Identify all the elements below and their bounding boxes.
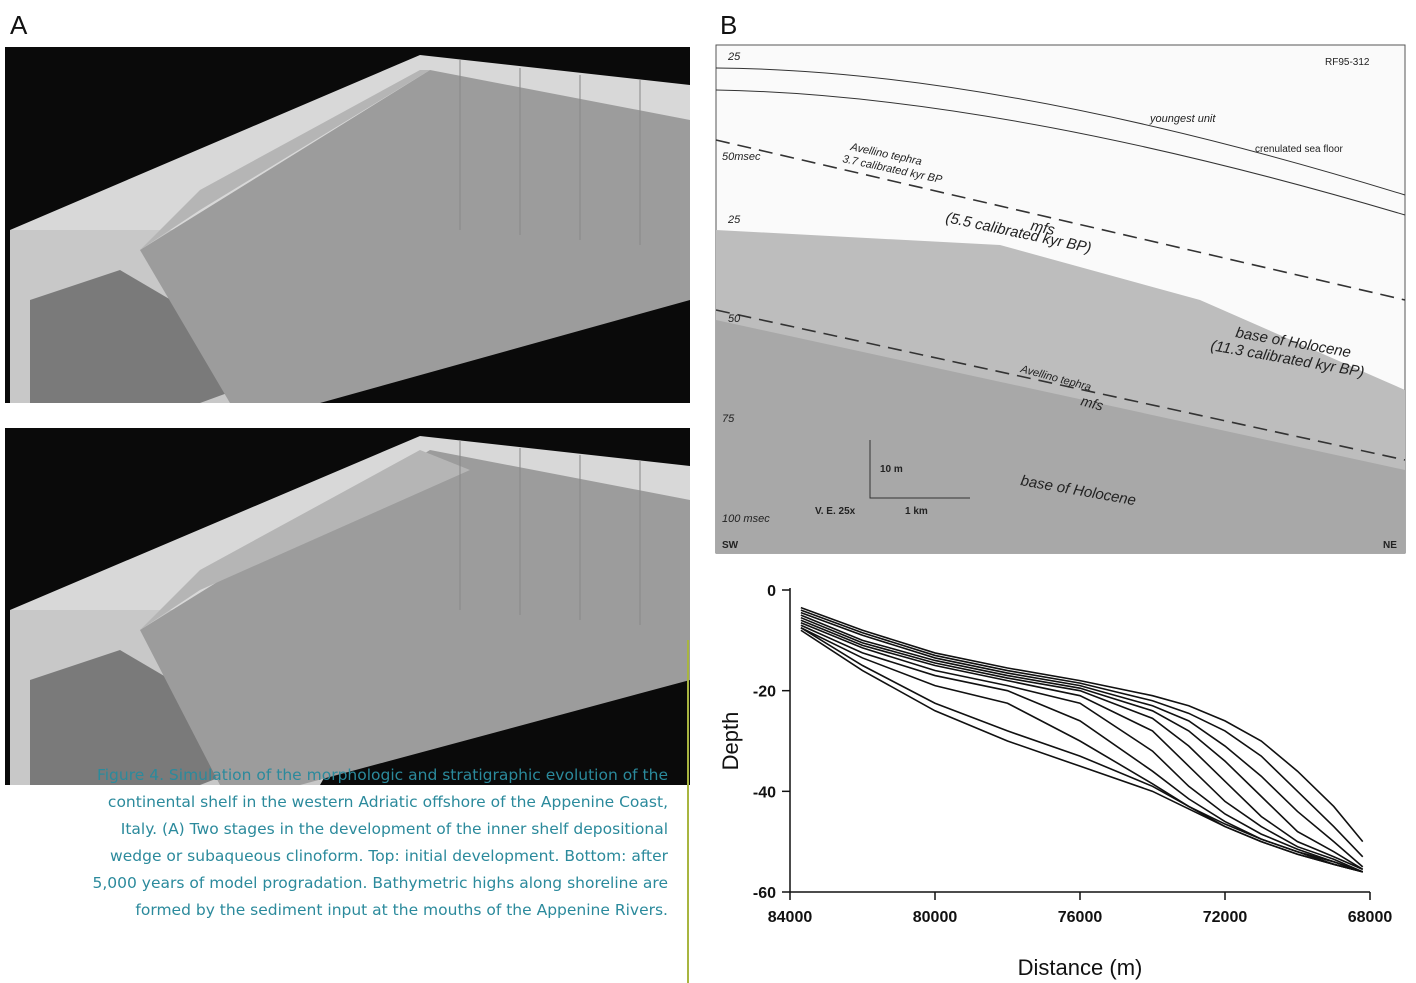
depth-profile <box>800 616 1364 871</box>
seismic-label: mfs <box>1029 217 1057 239</box>
seismic-label: 1 km <box>905 506 928 517</box>
seismic-label: 100 msec <box>722 513 770 525</box>
seismic-label: 10 m <box>880 464 903 475</box>
x-tick-label: 76000 <box>1058 909 1103 926</box>
x-tick-label: 84000 <box>768 909 813 926</box>
depth-profile <box>800 614 1364 871</box>
depth-profile <box>800 611 1364 868</box>
caption-line: Italy. (A) Two stages in the development… <box>121 820 668 838</box>
render-bottom <box>5 428 690 785</box>
y-tick-label: -20 <box>753 684 776 701</box>
depth-profile <box>800 627 1363 873</box>
caption-line: wedge or subaqueous clinoform. Top: init… <box>110 847 669 865</box>
seismic-profile: RF95-312 youngest unit crenulated sea fl… <box>715 44 1406 554</box>
seismic-label: RF95-312 <box>1325 57 1370 68</box>
depth-profile <box>800 609 1364 858</box>
line-chart: -60 -40 -20 0 84000 80000 76000 72000 68000 Dista… <box>718 583 1392 980</box>
seismic-label: 50msec <box>722 151 761 163</box>
seismic-label: 50 <box>728 313 741 325</box>
caption-line: formed by the sediment input at the mout… <box>135 901 668 919</box>
panel-label: A <box>10 10 28 40</box>
seismic-label: 25 <box>727 51 741 63</box>
seismic-label: youngest unit <box>1149 113 1216 125</box>
render-top <box>5 47 690 403</box>
depth-profile <box>800 619 1364 873</box>
x-tick-label: 68000 <box>1348 909 1393 926</box>
x-tick-label: 72000 <box>1203 909 1248 926</box>
depth-profile <box>800 624 1364 873</box>
seismic-label: 75 <box>722 413 735 425</box>
y-axis-label: Depth <box>718 712 743 771</box>
caption-line: Figure 4. Simulation of the morphologic … <box>97 766 668 784</box>
x-tick-label: 80000 <box>913 909 958 926</box>
panel-label: B <box>720 10 737 40</box>
y-tick-label: 0 <box>767 583 776 600</box>
seismic-label: SW <box>722 540 739 551</box>
seismic-label: mfs <box>1079 392 1105 413</box>
caption-line: 5,000 years of model progradation. Bathy… <box>92 874 668 892</box>
depth-profile <box>800 621 1364 873</box>
y-tick-label: -40 <box>753 784 776 801</box>
caption: Figure 4. Simulation of the morphologic … <box>92 766 668 919</box>
seismic-label: V. E. 25x <box>815 506 856 517</box>
seismic-label: 25 <box>727 214 741 226</box>
depth-profile <box>800 629 1363 873</box>
y-tick-label: -60 <box>753 885 776 902</box>
depth-profile <box>800 606 1364 843</box>
caption-line: continental shelf in the western Adriati… <box>108 793 668 811</box>
seismic-label: NE <box>1383 540 1397 551</box>
seismic-label: crenulated sea floor <box>1255 144 1344 155</box>
x-axis-label: Distance (m) <box>1018 955 1143 980</box>
